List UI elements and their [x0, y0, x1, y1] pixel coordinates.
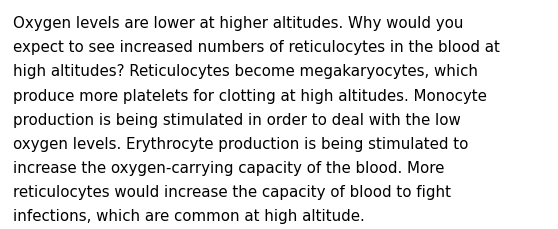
Text: high altitudes? Reticulocytes become megakaryocytes, which: high altitudes? Reticulocytes become meg… — [13, 64, 478, 79]
Text: production is being stimulated in order to deal with the low: production is being stimulated in order … — [13, 112, 461, 127]
Text: reticulocytes would increase the capacity of blood to fight: reticulocytes would increase the capacit… — [13, 184, 451, 199]
Text: produce more platelets for clotting at high altitudes. Monocyte: produce more platelets for clotting at h… — [13, 88, 487, 103]
Text: increase the oxygen-carrying capacity of the blood. More: increase the oxygen-carrying capacity of… — [13, 160, 444, 175]
Text: oxygen levels. Erythrocyte production is being stimulated to: oxygen levels. Erythrocyte production is… — [13, 136, 468, 151]
Text: expect to see increased numbers of reticulocytes in the blood at: expect to see increased numbers of retic… — [13, 40, 500, 55]
Text: infections, which are common at high altitude.: infections, which are common at high alt… — [13, 208, 365, 223]
Text: Oxygen levels are lower at higher altitudes. Why would you: Oxygen levels are lower at higher altitu… — [13, 16, 463, 31]
